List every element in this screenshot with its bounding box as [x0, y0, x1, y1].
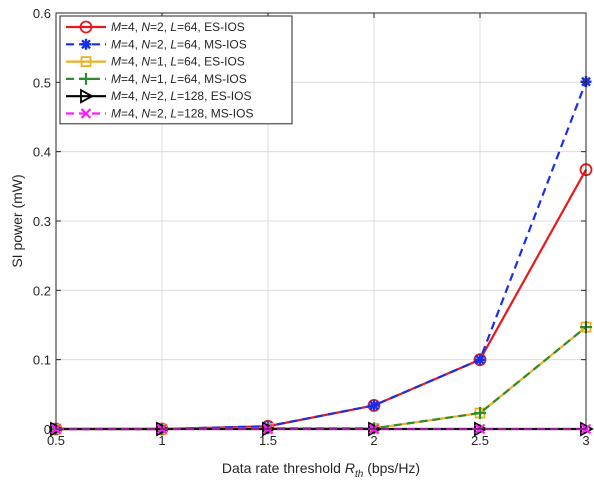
legend-item: M=4, N=1, L=64, ES-IOS: [66, 55, 245, 69]
series-layer: [49, 76, 594, 437]
legend-marker: [80, 38, 92, 50]
y-tick-label: 0.2: [33, 283, 51, 298]
x-axis-label-prefix: Data rate threshold: [222, 460, 345, 476]
legend-marker: [80, 56, 92, 67]
y-tick-label: 0: [44, 422, 51, 437]
legend-marker: [80, 72, 92, 85]
x-axis-label-sub: th: [355, 469, 364, 480]
axis-ticks: 0.5 1 1.5 2 2.5 3 0 0.1 0.2 0.3 0.4 0.5 0.6: [33, 6, 590, 448]
x-tick-label: 3: [582, 433, 589, 448]
series-1: [49, 163, 593, 436]
series-4: [50, 321, 592, 435]
y-axis-label: SI power (mW): [9, 174, 25, 267]
y-tick-label: 0.1: [33, 353, 51, 368]
series-line: [56, 326, 587, 431]
legend-marker: [80, 88, 94, 104]
legend-label: M=4, N=2, L=64, ES-IOS: [111, 20, 245, 34]
legend: M=4, N=2, L=64, ES-IOS M=4, N=2, L=64, MS…: [59, 15, 293, 125]
y-tick-label: 0.6: [33, 6, 51, 21]
series-point: [474, 354, 486, 366]
legend-label: M=4, N=1, L=64, ES-IOS: [111, 55, 245, 69]
legend-marker: [79, 20, 93, 34]
legend-item: M=4, N=2, L=128, ES-IOS: [66, 88, 251, 104]
x-tick-label: 2: [370, 433, 377, 448]
x-tick-label: 1: [158, 433, 165, 448]
x-tick-label: 1.5: [259, 433, 277, 448]
legend-label: M=4, N=2, L=128, ES-IOS: [111, 89, 251, 103]
series-point: [474, 407, 486, 420]
x-axis-label: Data rate threshold Rth (bps/Hz): [222, 460, 420, 480]
series-line: [56, 326, 587, 431]
x-tick-label: 2.5: [471, 433, 489, 448]
legend-item: M=4, N=1, L=64, MS-IOS: [66, 72, 247, 86]
series-line: [56, 169, 587, 431]
legend-label: M=4, N=2, L=64, MS-IOS: [111, 37, 247, 51]
x-tick-label: 0.5: [47, 433, 65, 448]
legend-box: [59, 15, 293, 125]
x-axis-label-var: R: [345, 460, 355, 476]
series-line: [56, 81, 588, 431]
x-axis-label-suffix: (bps/Hz): [363, 460, 420, 476]
legend-item: M=4, N=2, L=128, MS-IOS: [66, 107, 253, 121]
series-2: [50, 76, 592, 435]
legend-label: M=4, N=1, L=64, MS-IOS: [111, 72, 247, 86]
y-tick-label: 0.4: [33, 145, 51, 160]
legend-marker: [80, 108, 92, 119]
legend-item: M=4, N=2, L=64, ES-IOS: [66, 20, 245, 34]
legend-item: M=4, N=2, L=64, MS-IOS: [66, 37, 247, 51]
series-point: [368, 399, 380, 411]
y-tick-label: 0.5: [33, 75, 51, 90]
y-tick-label: 0.3: [33, 214, 51, 229]
legend-label: M=4, N=2, L=128, MS-IOS: [111, 107, 253, 121]
